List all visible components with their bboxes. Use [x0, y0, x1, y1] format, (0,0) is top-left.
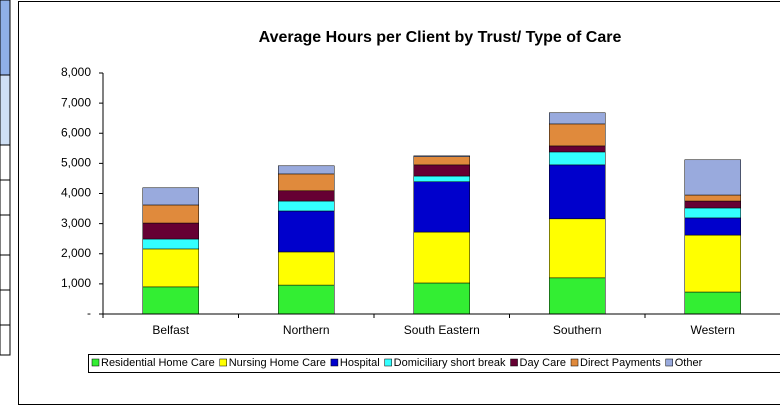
bar-segment: [684, 200, 741, 209]
legend-label: Direct Payments: [580, 357, 661, 369]
legend-swatch: [91, 358, 100, 367]
bar-segment: [549, 145, 606, 153]
bar-segment: [142, 187, 199, 206]
y-tick-label: 6,000: [61, 125, 91, 139]
y-tick-label: 1,000: [61, 276, 91, 290]
bar-segment: [278, 284, 335, 315]
chart-title: Average Hours per Client by Trust/ Type …: [259, 29, 622, 46]
legend-swatch: [570, 358, 579, 367]
bar-segment: [278, 173, 335, 192]
bar-segment: [684, 234, 741, 293]
bar-segment: [684, 291, 741, 315]
bar-segment: [549, 164, 606, 220]
legend-label: Day Care: [520, 357, 566, 369]
x-tick-label: South Eastern: [404, 323, 480, 337]
chart-frame: [18, 1, 780, 405]
bar-segment: [549, 218, 606, 279]
bar-segment: [278, 200, 335, 212]
bar-segment: [413, 181, 470, 233]
bar-segment: [413, 155, 470, 157]
legend-swatch: [665, 358, 673, 367]
bar-segment: [278, 251, 335, 286]
bar-segment: [684, 194, 741, 202]
bar-segment: [278, 210, 335, 253]
bar-segment: [413, 282, 470, 315]
side-table: [0, 0, 11, 356]
bar-segment: [549, 123, 606, 147]
legend-swatch: [330, 358, 339, 367]
y-tick-label: 5,000: [61, 156, 91, 170]
y-tick-label: 3,000: [61, 216, 91, 230]
bar-segment: [142, 286, 199, 315]
bar-segment: [684, 217, 741, 236]
bar-segment: [413, 231, 470, 284]
bar-segment: [413, 156, 470, 166]
bar-segment: [549, 277, 606, 315]
bar-segment: [684, 207, 741, 219]
y-tick-label: -: [87, 306, 91, 320]
legend-swatch: [219, 358, 227, 367]
legend-label: Domiciliary short break: [394, 357, 506, 369]
bar-segment: [549, 112, 606, 125]
y-tick-label: 4,000: [61, 186, 91, 200]
legend-label: Nursing Home Care: [229, 357, 326, 369]
bar-segment: [278, 165, 335, 175]
x-tick-label: Belfast: [152, 323, 189, 337]
x-tick-label: Northern: [283, 323, 330, 337]
x-tick-label: Southern: [553, 323, 602, 337]
bar-segment: [549, 151, 606, 166]
y-tick-label: 2,000: [61, 246, 91, 260]
legend-box: [88, 354, 780, 373]
bar-segment: [142, 238, 199, 250]
legend-label: Hospital: [340, 357, 380, 369]
y-tick-label: 7,000: [61, 95, 91, 109]
legend-label: Residential Home Care: [101, 357, 215, 369]
x-tick-label: Western: [691, 323, 735, 337]
bar-segment: [278, 190, 335, 202]
y-tick-label: 8,000: [61, 65, 91, 79]
bar-segment: [142, 222, 199, 240]
bar-segment: [684, 159, 741, 196]
legend-swatch: [510, 358, 518, 367]
legend-label: Other: [675, 357, 703, 369]
legend-swatch: [384, 358, 392, 367]
bar-segment: [142, 248, 199, 288]
bar-segment: [413, 164, 470, 177]
bar-segment: [142, 204, 199, 224]
bar-segment: [413, 175, 470, 183]
